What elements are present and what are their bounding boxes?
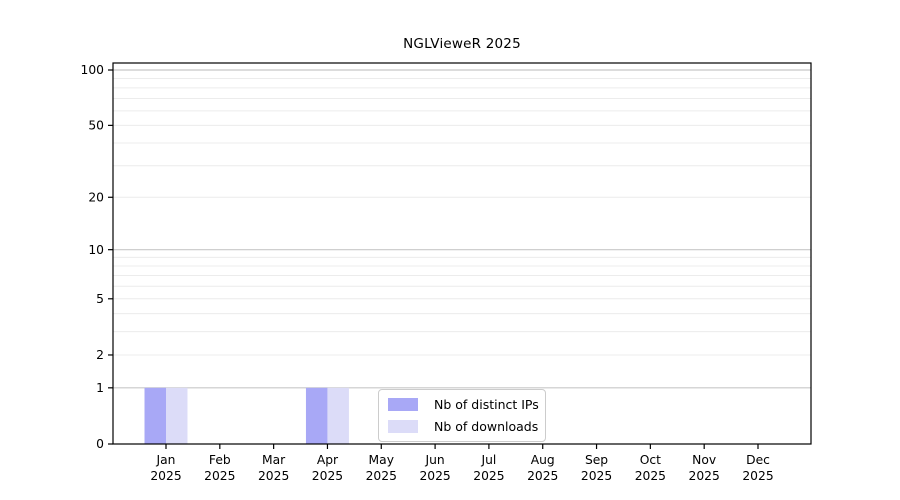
x-tick-label-year: 2025 xyxy=(581,469,612,483)
plot-border xyxy=(112,62,812,445)
x-tick-label-year: 2025 xyxy=(742,469,773,483)
bar-downloads-jan xyxy=(166,387,188,444)
y-tick-label: 10 xyxy=(88,243,104,257)
y-tick-label: 5 xyxy=(96,292,104,306)
bar-distinct-ips-jan xyxy=(144,387,166,444)
legend-swatch-distinct-ips xyxy=(388,398,418,411)
x-tick-label-year: 2025 xyxy=(635,469,666,483)
x-tick-label-month: Apr xyxy=(317,453,339,467)
x-tick-label-month: Jul xyxy=(480,453,496,467)
legend-item-distinct-ips: Nb of distinct IPs xyxy=(388,396,539,413)
x-tick-label-year: 2025 xyxy=(419,469,450,483)
x-tick-label-year: 2025 xyxy=(312,469,343,483)
bar-distinct-ips-apr xyxy=(305,387,328,444)
x-tick-label-month: May xyxy=(369,453,394,467)
x-tick-label-year: 2025 xyxy=(473,469,504,483)
y-tick-label: 20 xyxy=(88,190,104,204)
y-tick-label: 2 xyxy=(96,348,104,362)
legend-item-downloads: Nb of downloads xyxy=(388,418,539,435)
x-tick-label-month: Oct xyxy=(640,453,661,467)
y-tick-label: 100 xyxy=(81,63,104,77)
x-tick-label-year: 2025 xyxy=(258,469,289,483)
x-tick-label-month: Jan xyxy=(156,453,176,467)
x-tick-label-month: Mar xyxy=(262,453,286,467)
x-tick-label-year: 2025 xyxy=(204,469,235,483)
x-tick-label-month: Jun xyxy=(424,453,444,467)
y-tick-label: 50 xyxy=(88,119,104,133)
y-tick-label: 1 xyxy=(96,381,104,395)
legend: Nb of distinct IPs Nb of downloads xyxy=(378,389,546,442)
x-tick-label-year: 2025 xyxy=(366,469,397,483)
y-tick-label: 0 xyxy=(96,437,104,451)
legend-label-downloads: Nb of downloads xyxy=(434,419,539,434)
bar-downloads-apr xyxy=(327,387,349,444)
chart-title: NGLVieweR 2025 xyxy=(403,36,521,52)
x-tick-label-month: Nov xyxy=(692,453,716,467)
legend-label-distinct-ips: Nb of distinct IPs xyxy=(434,397,539,412)
x-tick-label-year: 2025 xyxy=(689,469,720,483)
x-tick-label-year: 2025 xyxy=(527,469,558,483)
x-tick-label-month: Sep xyxy=(585,453,608,467)
x-tick-label-year: 2025 xyxy=(150,469,181,483)
x-tick-label-month: Dec xyxy=(746,453,770,467)
x-tick-label-month: Aug xyxy=(531,453,555,467)
legend-swatch-downloads xyxy=(388,420,418,433)
x-tick-label-month: Feb xyxy=(209,453,231,467)
